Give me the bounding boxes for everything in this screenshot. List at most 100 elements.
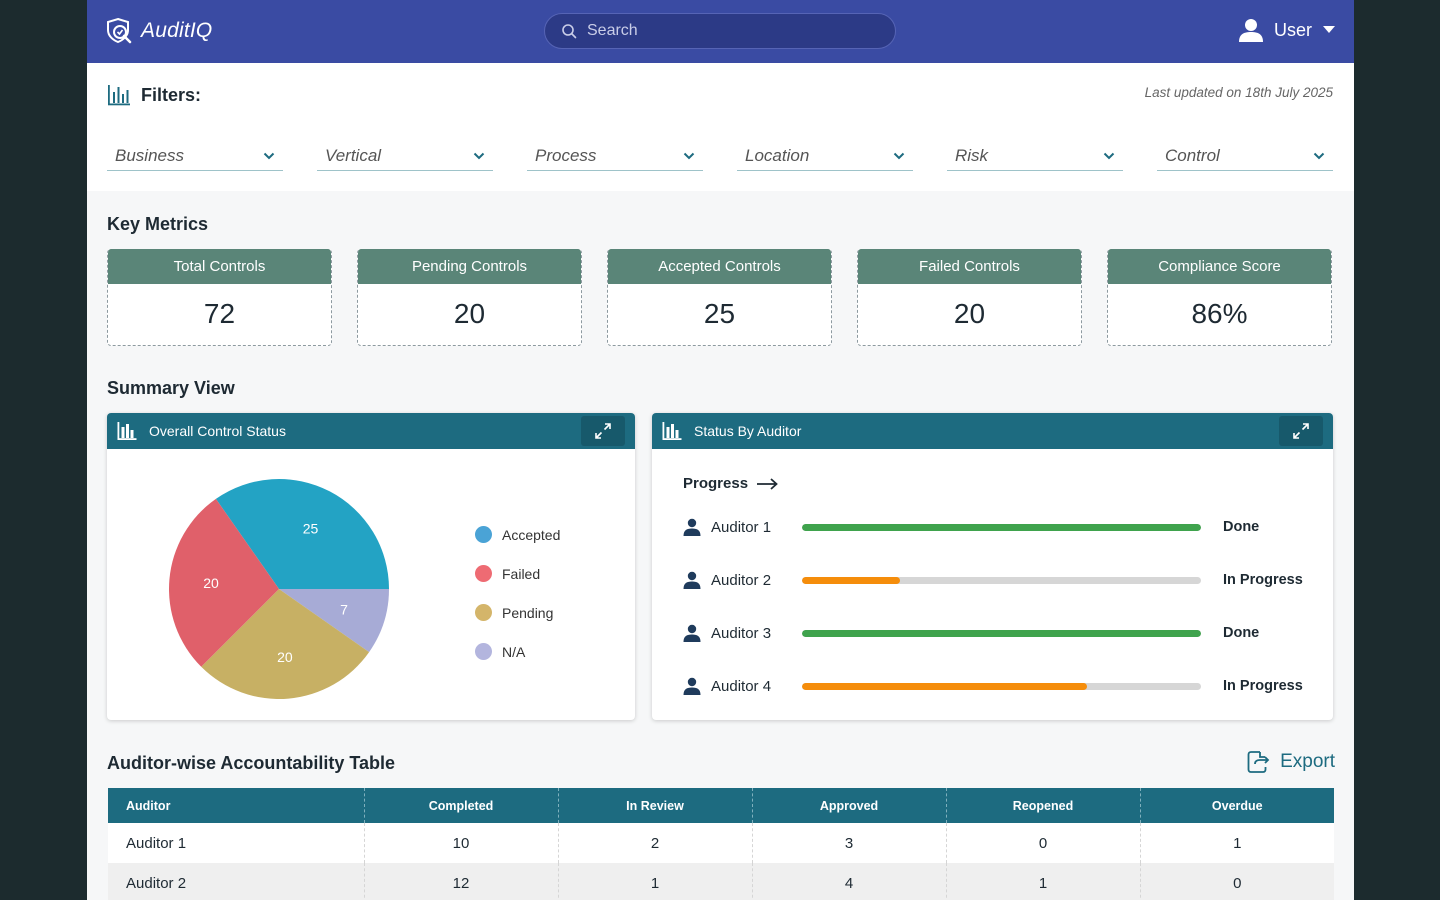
app-logo[interactable]: AuditIQ	[105, 16, 212, 46]
user-menu[interactable]: User	[1238, 17, 1336, 43]
auditor-progress-row: Auditor 2 In Progress	[683, 568, 1313, 592]
legend-item-na: N/A	[475, 632, 560, 671]
export-button[interactable]: Export	[1246, 750, 1335, 774]
column-header-reopened[interactable]: Reopened	[946, 788, 1141, 823]
table-cell: 10	[364, 823, 559, 863]
search-input[interactable]	[587, 22, 867, 40]
table-row[interactable]: Auditor 2 12 1 4 1 0	[108, 863, 1334, 900]
auditor-name: Auditor 3	[711, 624, 772, 642]
pie-slice-accepted[interactable]	[215, 479, 389, 589]
auditor-status: Done	[1223, 625, 1260, 641]
table-cell: 0	[1140, 863, 1334, 900]
chevron-down-icon	[1313, 152, 1325, 159]
column-header-completed[interactable]: Completed	[364, 788, 559, 823]
expand-button[interactable]	[1279, 416, 1323, 446]
top-bar: AuditIQ User	[87, 0, 1354, 63]
auditor-progress-row: Auditor 4 In Progress	[683, 674, 1313, 698]
filter-location[interactable]: Location	[737, 141, 913, 171]
filters-heading: Filters:	[107, 83, 201, 107]
person-icon	[683, 518, 701, 536]
column-header-in-review[interactable]: In Review	[558, 788, 753, 823]
app-window: AuditIQ User	[87, 0, 1354, 900]
metric-card-pending-controls: Pending Controls 20	[357, 249, 582, 346]
search-bar[interactable]	[544, 13, 896, 49]
progress-bar-fill	[802, 576, 900, 584]
user-icon	[1238, 19, 1263, 42]
pie-slice-na[interactable]	[279, 589, 389, 653]
user-label: User	[1273, 19, 1312, 40]
chevron-down-icon	[263, 152, 275, 159]
progress-bar-track	[802, 629, 1201, 637]
legend-dot	[475, 643, 492, 660]
overall-control-status-panel: Overall Control Status 25 7 20 20 Accepted …	[107, 413, 635, 720]
auditor-status: In Progress	[1223, 678, 1303, 694]
column-header-auditor[interactable]: Auditor	[108, 788, 365, 823]
key-metrics-title: Key Metrics	[107, 214, 209, 234]
legend-item-pending: Pending	[475, 593, 560, 632]
metric-label: Pending Controls	[358, 249, 581, 284]
metric-value: 86%	[1191, 298, 1248, 329]
chevron-down-icon	[683, 152, 695, 159]
column-header-overdue[interactable]: Overdue	[1140, 788, 1334, 823]
metric-value: 20	[453, 298, 486, 329]
filter-vertical[interactable]: Vertical	[317, 141, 493, 171]
metric-label: Failed Controls	[858, 249, 1081, 284]
export-label: Export	[1280, 751, 1335, 772]
filter-control[interactable]: Control	[1157, 141, 1333, 171]
metric-card-total-controls: Total Controls 72	[107, 249, 332, 346]
chevron-down-icon	[893, 152, 905, 159]
filter-process[interactable]: Process	[527, 141, 703, 171]
table-cell: 1	[946, 863, 1141, 900]
table-cell: 2	[558, 823, 753, 863]
legend-item-failed: Failed	[475, 554, 560, 593]
status-by-auditor-panel: Status By Auditor Progress Auditor 1 Don…	[652, 413, 1333, 720]
filter-risk[interactable]: Risk	[947, 141, 1123, 171]
expand-icon	[595, 423, 611, 439]
auditor-name: Auditor 2	[711, 571, 772, 589]
pie-slice-pending[interactable]	[201, 589, 370, 699]
person-icon	[683, 677, 701, 695]
auditor-name: Auditor 1	[711, 518, 772, 536]
table-row[interactable]: Auditor 1 10 2 3 0 1	[108, 823, 1334, 863]
summary-view-title: Summary View	[107, 378, 235, 398]
pie-slice-failed[interactable]	[169, 498, 279, 667]
auditor-status: Done	[1223, 519, 1260, 535]
progress-bar-track	[802, 576, 1201, 584]
export-icon	[1247, 751, 1270, 773]
auditor-name: Auditor 4	[711, 677, 772, 695]
progress-bar-fill	[802, 629, 1201, 637]
person-icon	[683, 571, 701, 589]
legend-dot	[475, 604, 492, 621]
panel-header: Status By Auditor	[652, 413, 1333, 449]
legend-label: N/A	[502, 643, 526, 660]
auditor-progress-row: Auditor 3 Done	[683, 621, 1313, 645]
table-cell: 4	[752, 863, 947, 900]
progress-bar-track	[802, 523, 1201, 531]
filter-label: Control	[1165, 145, 1220, 165]
shield-logo-icon	[107, 17, 132, 44]
bar-chart-icon	[117, 422, 137, 440]
last-updated-text: Last updated on 18th July 2025	[1144, 85, 1333, 100]
control-status-pie-chart: 25 7 20 20	[169, 479, 389, 699]
column-header-approved[interactable]: Approved	[752, 788, 947, 823]
expand-button[interactable]	[581, 416, 625, 446]
progress-label: Progress	[683, 475, 749, 492]
table-cell: Auditor 2	[108, 863, 365, 900]
table-cell: 1	[558, 863, 753, 900]
panel-header: Overall Control Status	[107, 413, 635, 449]
filter-label: Process	[535, 145, 597, 165]
filter-label: Vertical	[325, 145, 382, 165]
metric-card-failed-controls: Failed Controls 20	[857, 249, 1082, 346]
filters-section: Filters: Last updated on 18th July 2025 …	[87, 63, 1354, 191]
filter-label: Business	[115, 145, 184, 165]
table-cell: Auditor 1	[108, 823, 365, 863]
person-icon	[683, 624, 701, 642]
filter-business[interactable]: Business	[107, 141, 283, 171]
arrow-right-icon	[757, 477, 778, 490]
bar-chart-icon	[662, 422, 682, 440]
metric-label: Compliance Score	[1108, 249, 1331, 284]
table-cell: 3	[752, 823, 947, 863]
metric-label: Accepted Controls	[608, 249, 831, 284]
accountability-table: Auditor Completed In Review Approved Reo…	[108, 788, 1334, 900]
metric-label: Total Controls	[108, 249, 331, 284]
